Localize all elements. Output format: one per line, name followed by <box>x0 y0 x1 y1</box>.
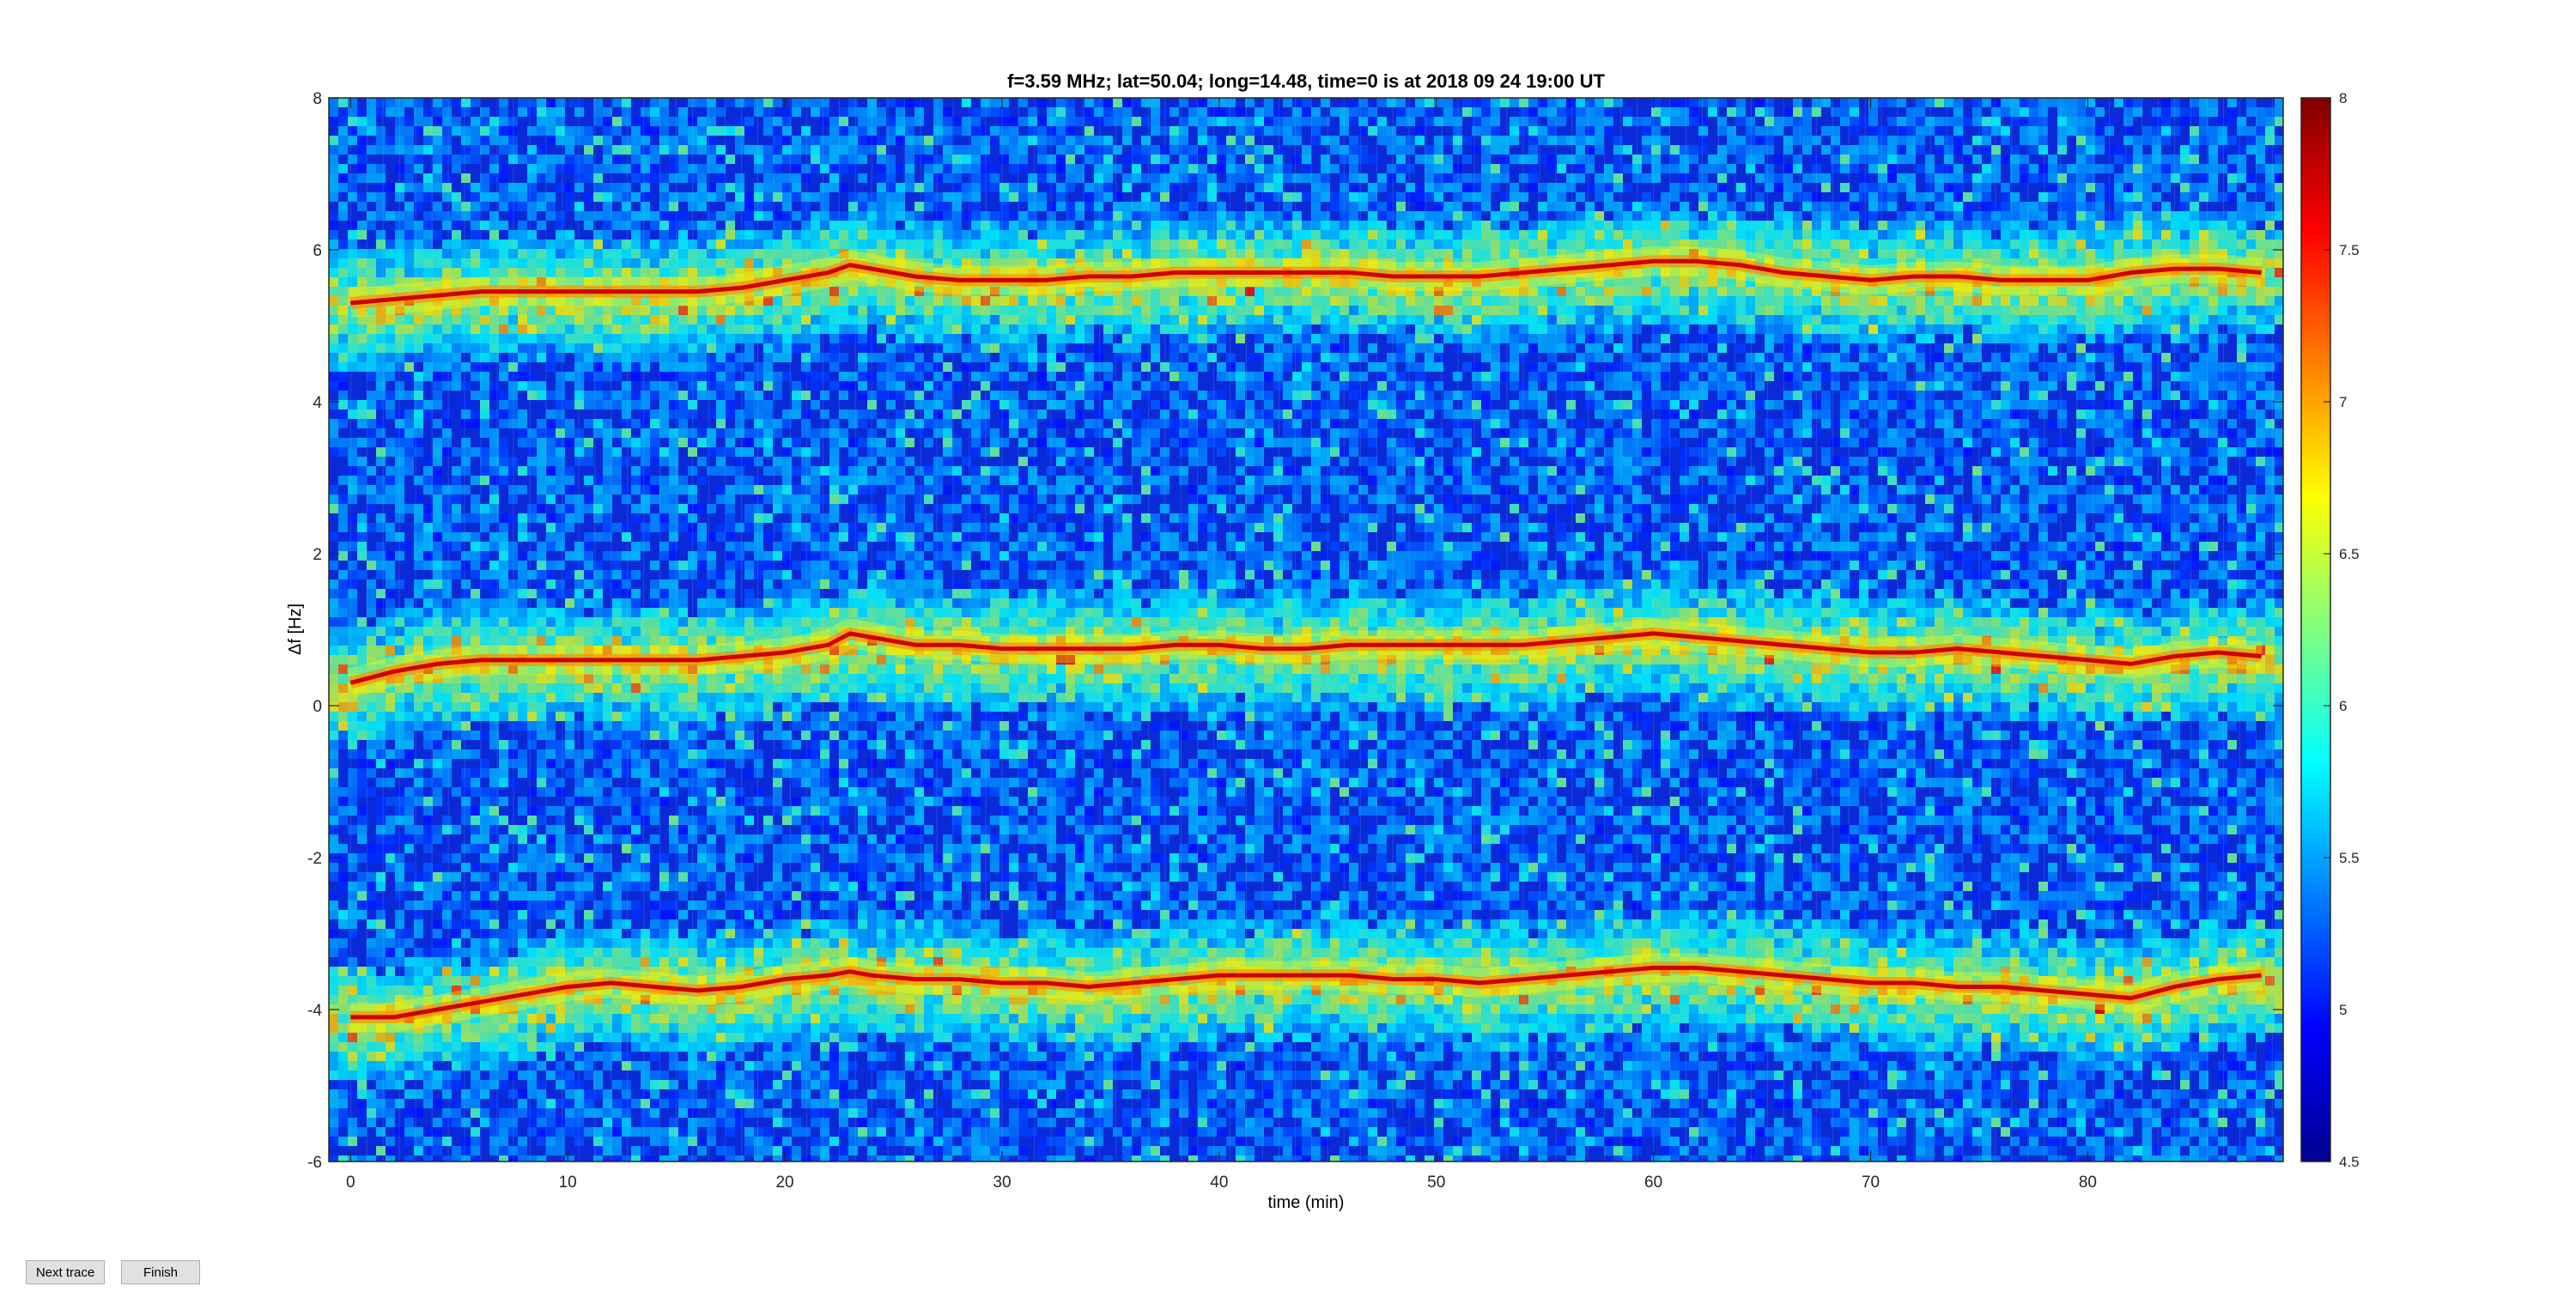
colorbar-tick-label: 7 <box>2339 394 2347 410</box>
colorbar-tick-label: 5.5 <box>2339 850 2360 866</box>
y-tick-label: 6 <box>313 242 322 260</box>
next-trace-button[interactable]: Next trace <box>26 1260 105 1284</box>
colorbar: 4.5 5 5.5 6 6.5 7 7.5 8 <box>2300 90 2360 1170</box>
noise-layer <box>329 98 2283 1162</box>
trace-line-1 <box>349 631 2262 685</box>
x-tick-label: 30 <box>993 1174 1011 1192</box>
colorbar-ticks: 4.5 5 5.5 6 6.5 7 7.5 8 <box>2324 90 2360 1170</box>
colorbar-tick-label: 4.5 <box>2339 1154 2360 1170</box>
x-tick-label: 80 <box>2079 1174 2097 1192</box>
y-tick-label: 8 <box>313 90 322 108</box>
y-axis-ticks: -6 -4 -2 0 2 4 6 8 <box>307 90 2283 1172</box>
x-tick-label: 50 <box>1427 1174 1445 1192</box>
x-tick-label: 0 <box>346 1174 355 1192</box>
finish-button[interactable]: Finish <box>121 1260 200 1284</box>
x-axis-ticks: 0 10 20 30 40 50 60 70 80 <box>346 98 2097 1192</box>
trace-line-2 <box>350 965 2262 1020</box>
x-axis-label: time (min) <box>1268 1193 1345 1212</box>
colorbar-gradient <box>2300 97 2331 1162</box>
y-tick-label: -4 <box>307 1002 322 1020</box>
x-tick-label: 40 <box>1210 1174 1228 1192</box>
y-tick-label: 4 <box>313 394 322 412</box>
y-tick-label: 0 <box>313 698 322 716</box>
y-axis-label: Δf [Hz] <box>286 604 305 655</box>
trace-line-0 <box>350 258 2262 306</box>
colorbar-tick-label: 7.5 <box>2339 242 2360 258</box>
colorbar-tick-label: 8 <box>2339 90 2347 106</box>
colorbar-tick-label: 6.5 <box>2339 546 2360 562</box>
colorbar-tick-label: 5 <box>2339 1002 2347 1018</box>
chart-title: f=3.59 MHz; lat=50.04; long=14.48, time=… <box>1007 70 1605 92</box>
x-tick-label: 10 <box>559 1174 577 1192</box>
x-tick-label: 60 <box>1644 1174 1662 1192</box>
trace-layer <box>346 246 2263 1032</box>
x-tick-label: 70 <box>1862 1174 1880 1192</box>
colorbar-tick-label: 6 <box>2339 698 2347 714</box>
y-tick-label: 2 <box>313 546 322 564</box>
plot-frame <box>328 97 2284 1162</box>
y-tick-label: -6 <box>307 1154 322 1172</box>
x-tick-label: 20 <box>775 1174 793 1192</box>
plot-area <box>328 97 2284 1162</box>
y-tick-label: -2 <box>307 850 322 868</box>
